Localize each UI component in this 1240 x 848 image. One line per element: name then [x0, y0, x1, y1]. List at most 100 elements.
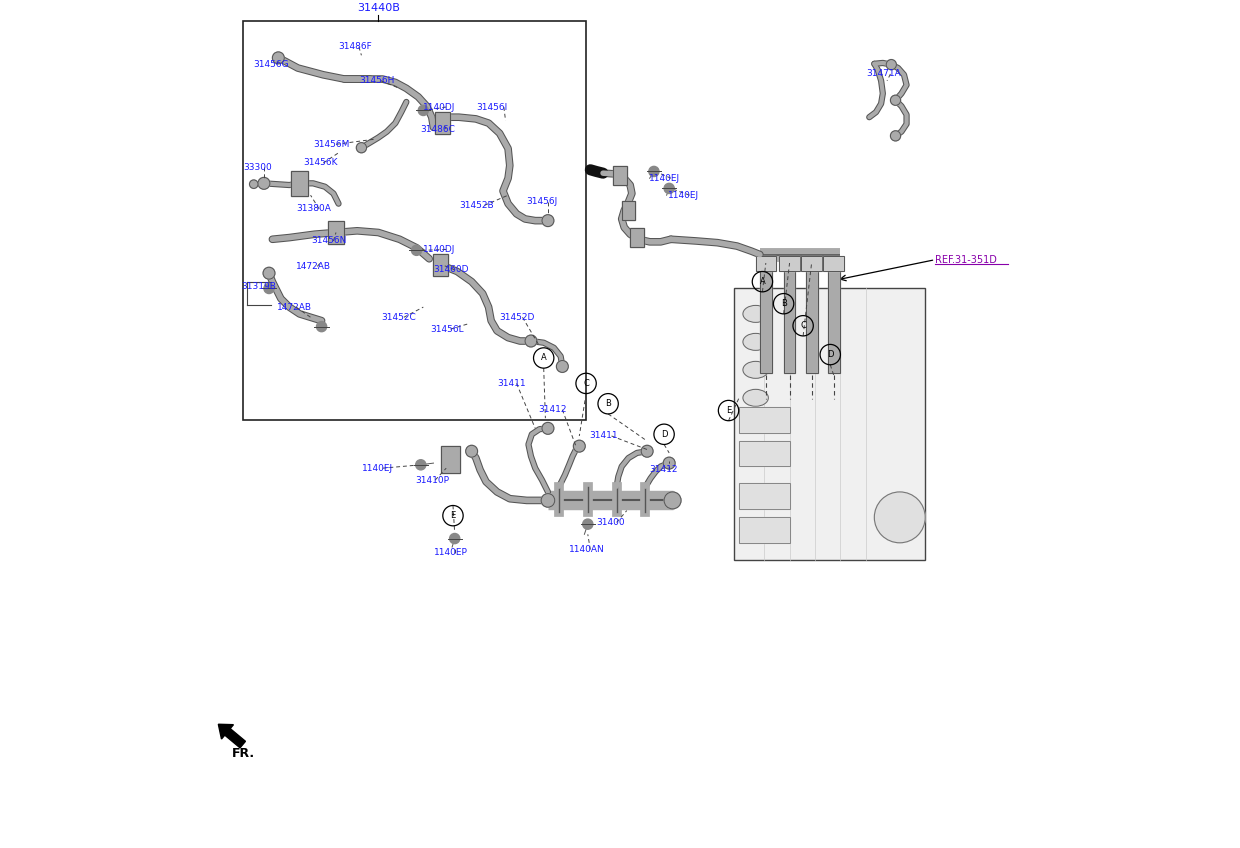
Circle shape [649, 166, 658, 176]
Circle shape [258, 177, 270, 189]
Text: 1140EJ: 1140EJ [362, 464, 393, 472]
Bar [441, 446, 460, 473]
Bar [784, 263, 796, 373]
Text: 31411: 31411 [589, 432, 618, 440]
Ellipse shape [743, 389, 769, 406]
Text: 31456J: 31456J [527, 198, 558, 206]
Bar [614, 166, 626, 185]
Circle shape [663, 457, 675, 469]
Text: B: B [605, 399, 611, 408]
Text: 33300: 33300 [243, 163, 273, 172]
Bar [828, 263, 839, 373]
Text: 31452B: 31452B [459, 201, 494, 209]
Text: 31456M: 31456M [312, 140, 350, 149]
Bar [739, 407, 790, 432]
Bar [329, 221, 343, 243]
Bar [739, 483, 790, 509]
Circle shape [887, 59, 897, 70]
Text: 31486C: 31486C [420, 125, 455, 134]
Circle shape [412, 245, 422, 255]
Bar [621, 201, 635, 220]
Bar [739, 483, 790, 509]
Text: 31456L: 31456L [430, 325, 464, 333]
Circle shape [316, 321, 326, 332]
Text: 31411: 31411 [497, 379, 526, 388]
Bar [760, 263, 771, 373]
Circle shape [273, 52, 284, 64]
Bar [614, 166, 626, 185]
Bar [739, 517, 790, 543]
Circle shape [542, 422, 554, 434]
Bar [433, 254, 448, 276]
Text: E: E [725, 406, 732, 415]
Bar [739, 407, 790, 432]
Text: 1472AB: 1472AB [277, 303, 311, 311]
Circle shape [541, 494, 554, 507]
Bar [329, 221, 343, 243]
Text: C: C [583, 379, 589, 388]
Bar [823, 256, 843, 271]
Circle shape [890, 131, 900, 141]
Text: 31456G: 31456G [254, 60, 289, 70]
Bar [243, 21, 587, 420]
Text: C: C [800, 321, 806, 330]
Text: FR.: FR. [232, 746, 255, 760]
Text: 31456I: 31456I [476, 103, 507, 112]
Text: 31380A: 31380A [296, 204, 331, 213]
Circle shape [874, 492, 925, 543]
Bar [806, 263, 817, 373]
Text: 31456H: 31456H [358, 76, 394, 86]
Text: 1140DJ: 1140DJ [423, 103, 455, 112]
Text: A: A [541, 354, 547, 362]
Circle shape [665, 183, 675, 193]
Bar [435, 112, 450, 134]
Circle shape [641, 445, 653, 457]
FancyArrow shape [218, 724, 246, 748]
Circle shape [573, 440, 585, 452]
Bar [806, 263, 817, 373]
Bar [739, 517, 790, 543]
Bar [621, 201, 635, 220]
Bar [760, 263, 771, 373]
Text: B: B [781, 299, 786, 308]
Bar [630, 228, 644, 247]
Text: 31456K: 31456K [303, 159, 337, 168]
Bar [739, 441, 790, 466]
Circle shape [583, 519, 593, 529]
Bar [828, 263, 839, 373]
Text: 31410P: 31410P [415, 476, 449, 484]
Text: 31412: 31412 [538, 405, 567, 414]
Text: D: D [827, 350, 833, 359]
Circle shape [418, 105, 428, 115]
Bar [780, 256, 800, 271]
Text: 1472AB: 1472AB [296, 262, 331, 271]
Circle shape [264, 283, 274, 293]
Ellipse shape [743, 305, 769, 322]
Bar [739, 441, 790, 466]
Text: 31471A: 31471A [866, 70, 900, 79]
Circle shape [466, 445, 477, 457]
Circle shape [356, 142, 367, 153]
Bar [755, 256, 776, 271]
Text: 31412: 31412 [649, 466, 677, 474]
Ellipse shape [743, 361, 769, 378]
Bar [291, 170, 308, 196]
Circle shape [890, 95, 900, 105]
Text: E: E [450, 511, 455, 520]
Bar [780, 256, 800, 271]
Bar [630, 228, 644, 247]
Circle shape [415, 460, 425, 470]
Circle shape [557, 360, 568, 372]
Text: 31452C: 31452C [381, 313, 415, 321]
Bar [823, 256, 843, 271]
Text: 1140EJ: 1140EJ [649, 174, 680, 182]
Bar [441, 446, 460, 473]
Text: D: D [661, 430, 667, 438]
Text: 31486F: 31486F [339, 42, 372, 52]
Text: 31440B: 31440B [357, 3, 399, 13]
Circle shape [450, 533, 460, 544]
Text: 1140AN: 1140AN [569, 545, 605, 554]
Text: 31400: 31400 [596, 518, 625, 527]
Text: 31452D: 31452D [500, 313, 534, 321]
Text: 1140EP: 1140EP [434, 549, 467, 557]
